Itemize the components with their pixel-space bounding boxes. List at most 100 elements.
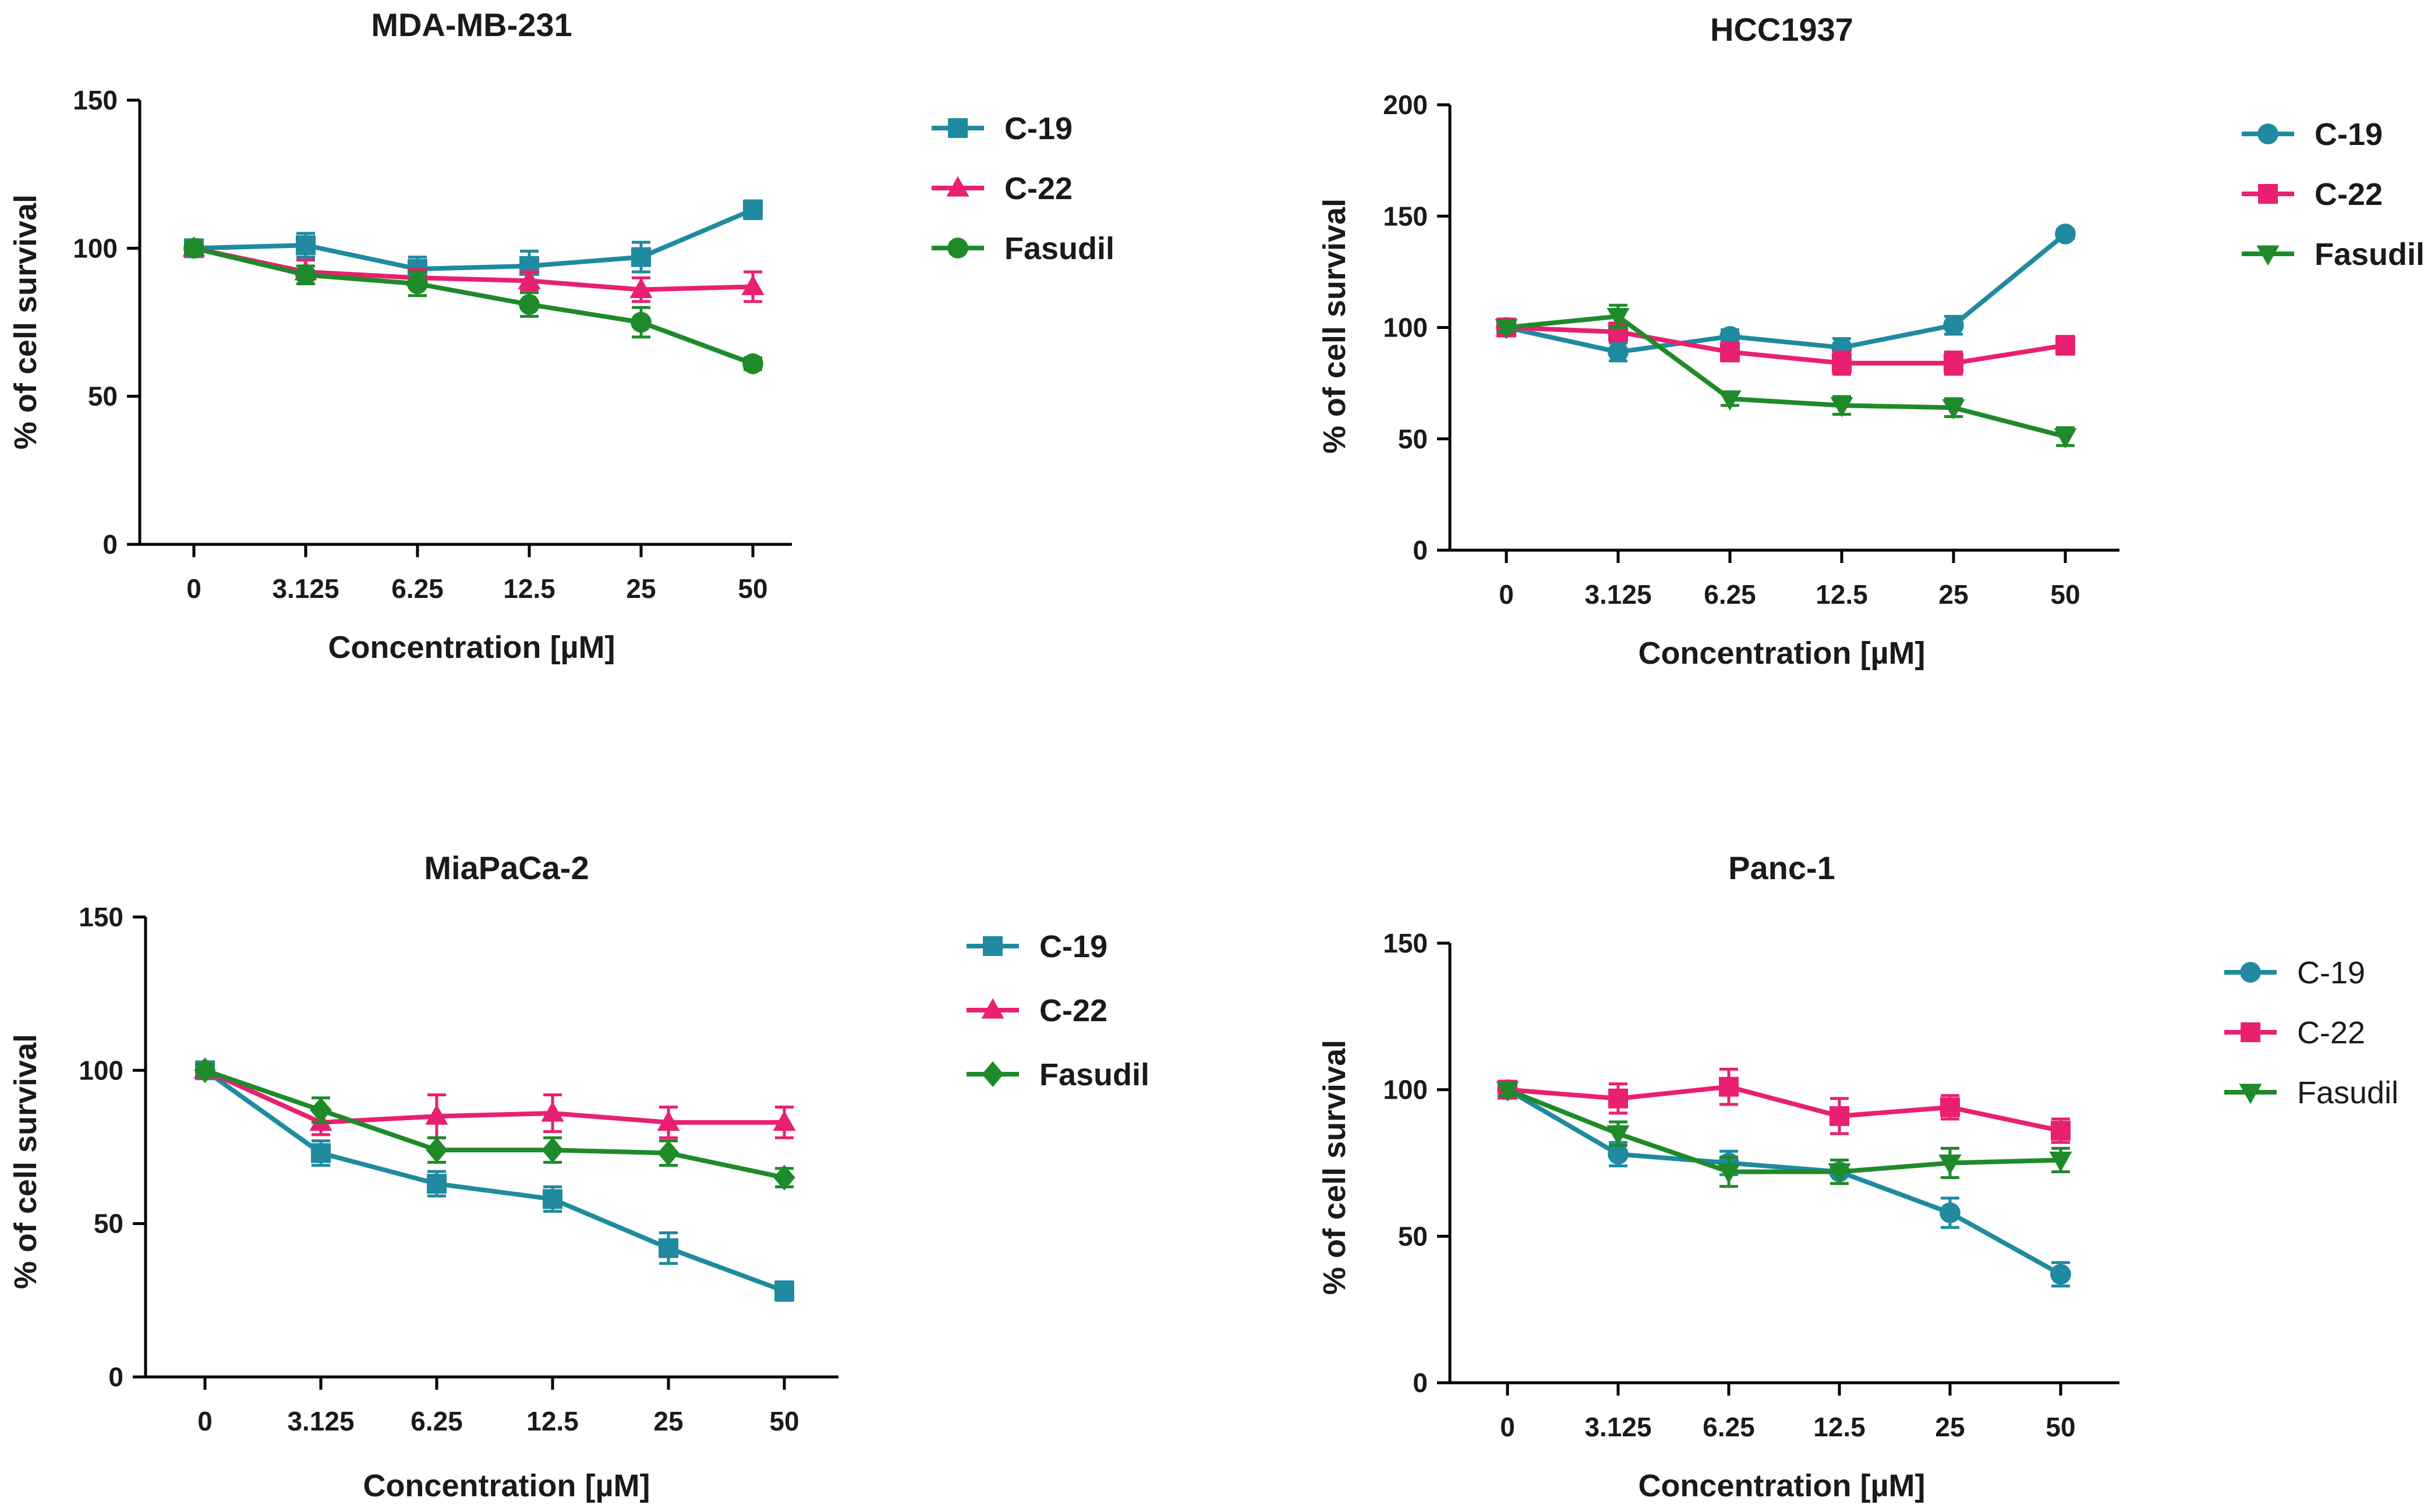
series-line — [204, 1068, 785, 1180]
x-tick-label: 3.125 — [1584, 1412, 1651, 1442]
data-point — [2054, 428, 2077, 449]
legend-entry: C-22 — [967, 993, 1107, 1028]
legend-entry: C-22 — [2242, 177, 2383, 212]
data-point — [631, 311, 652, 333]
legend-entry: C-19 — [932, 111, 1073, 146]
data-point — [773, 1110, 796, 1131]
x-tick-label: 25 — [1935, 1412, 1965, 1442]
data-point — [773, 1164, 795, 1191]
x-tick-label: 3.125 — [1584, 579, 1651, 610]
legend-entry: C-19 — [2242, 117, 2383, 152]
legend-marker — [2240, 962, 2261, 983]
series-c-22 — [1496, 317, 2075, 376]
data-point — [1829, 1106, 1849, 1126]
x-tick-label: 3.125 — [287, 1406, 354, 1436]
data-point — [1943, 314, 1964, 336]
legend-label: Fasudil — [2315, 237, 2424, 272]
chart-title: MiaPaCa-2 — [424, 849, 589, 886]
data-point — [1940, 1097, 1960, 1117]
x-axis-label: Concentration [µM] — [1638, 636, 1925, 671]
data-point — [1942, 399, 1965, 420]
data-point — [1718, 390, 1742, 411]
data-point — [542, 1137, 564, 1163]
series-line — [193, 207, 754, 271]
series-line — [1506, 1087, 2061, 1174]
axes — [138, 100, 792, 546]
series-c-19 — [1496, 224, 2076, 363]
legend-label: C-22 — [1004, 171, 1073, 206]
y-tick-label: 150 — [1383, 201, 1428, 231]
data-point — [311, 1143, 331, 1163]
x-tick-label: 6.25 — [411, 1406, 463, 1436]
legend-marker — [982, 1061, 1004, 1088]
data-point — [1496, 1081, 1519, 1102]
data-point — [657, 1110, 680, 1131]
y-axis-label: % of cell survival — [8, 1034, 43, 1289]
legend-label: Fasudil — [2297, 1075, 2398, 1110]
data-point — [2051, 1121, 2071, 1141]
data-point — [426, 1137, 448, 1163]
legend-label: C-22 — [1039, 993, 1107, 1028]
series-line — [193, 246, 754, 366]
data-point — [310, 1097, 332, 1123]
y-tick-label: 150 — [73, 85, 118, 115]
legend-marker — [948, 118, 968, 138]
data-point — [1608, 341, 1629, 363]
y-tick-label: 150 — [1383, 928, 1428, 958]
legend-label: C-19 — [2297, 955, 2365, 990]
legend-marker — [983, 936, 1003, 956]
y-tick-label: 0 — [1413, 1368, 1428, 1398]
data-point — [427, 1174, 447, 1194]
panel-hcc1937: HCC1937 Concentration [µM] % of cell sur… — [1317, 11, 2424, 671]
series-fasudil — [183, 238, 763, 374]
data-point — [1495, 319, 1518, 339]
panel-panc-1: Panc-1 Concentration [µM] % of cell surv… — [1317, 849, 2398, 1503]
y-tick-label: 0 — [1413, 535, 1428, 565]
chart-title: Panc-1 — [1728, 849, 1835, 886]
data-point — [1832, 353, 1852, 373]
data-point — [1608, 1143, 1629, 1165]
series-line — [203, 1068, 785, 1294]
legend-entry: C-22 — [2224, 1015, 2365, 1050]
data-point — [631, 247, 651, 267]
data-point — [295, 264, 316, 285]
series-line — [1506, 314, 2066, 439]
legend-label: C-19 — [1039, 929, 1107, 964]
series-line — [1507, 1084, 2061, 1134]
data-point — [183, 238, 204, 259]
y-tick-label: 100 — [73, 233, 118, 263]
data-point — [543, 1189, 562, 1209]
x-tick-label: 12.5 — [503, 573, 555, 604]
y-axis-label: % of cell survival — [1317, 199, 1352, 454]
data-point — [518, 268, 541, 289]
legend-label: C-22 — [2297, 1015, 2365, 1050]
legend-entry: Fasudil — [2242, 237, 2424, 272]
legend-marker — [2258, 184, 2278, 204]
data-point — [742, 353, 763, 374]
x-axis-label: Concentration [µM] — [1638, 1468, 1925, 1503]
y-tick-label: 50 — [88, 381, 118, 412]
x-tick-label: 12.5 — [1813, 1412, 1866, 1442]
data-point — [774, 1281, 794, 1301]
data-point — [541, 1101, 564, 1122]
legend-marker — [2257, 123, 2278, 144]
legend-entry: Fasudil — [932, 231, 1114, 266]
x-tick-label: 12.5 — [526, 1406, 579, 1436]
y-axis-label: % of cell survival — [1317, 1040, 1352, 1295]
y-tick-label: 200 — [1383, 90, 1428, 120]
data-point — [2055, 335, 2075, 356]
chart-title: HCC1937 — [1710, 11, 1853, 48]
y-tick-label: 0 — [102, 529, 118, 560]
data-point — [296, 235, 316, 256]
y-tick-label: 100 — [1383, 313, 1428, 343]
legend-label: C-19 — [2315, 117, 2383, 152]
panel-mda-mb-231: MDA-MB-231 Concentration [µM] % of cell … — [8, 6, 1114, 665]
y-tick-label: 50 — [1398, 1221, 1428, 1251]
series-line — [1506, 232, 2067, 355]
legend-entry: C-19 — [2224, 955, 2365, 990]
legend-entry: C-19 — [967, 929, 1107, 964]
x-tick-label: 0 — [197, 1406, 213, 1436]
data-point — [1944, 353, 1963, 373]
data-point — [1608, 1088, 1628, 1109]
